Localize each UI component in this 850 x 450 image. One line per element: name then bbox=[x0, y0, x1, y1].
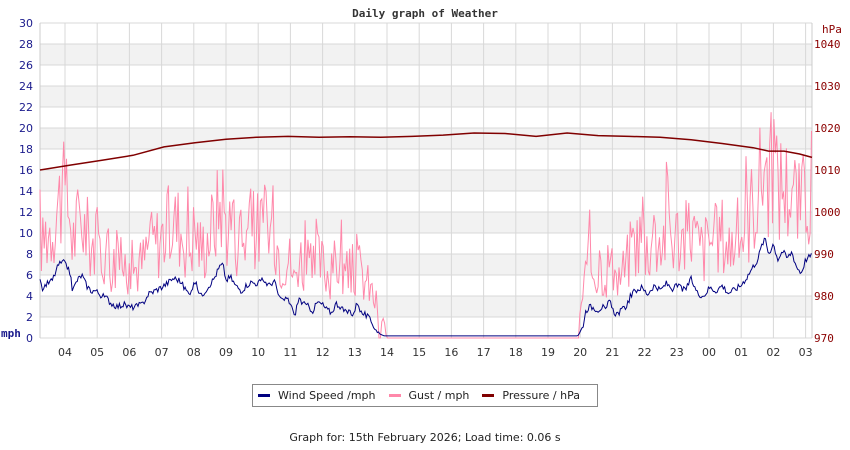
svg-text:07: 07 bbox=[155, 346, 169, 359]
svg-text:1000: 1000 bbox=[814, 206, 841, 219]
legend-item-pressure: Pressure / hPa bbox=[482, 389, 580, 402]
svg-text:26: 26 bbox=[19, 59, 33, 72]
svg-text:4: 4 bbox=[26, 290, 33, 303]
svg-text:02: 02 bbox=[766, 346, 780, 359]
chart-title: Daily graph of Weather bbox=[352, 7, 498, 20]
legend: Wind Speed /mph Gust / mph Pressure / hP… bbox=[252, 384, 598, 407]
right-axis-unit: hPa bbox=[822, 23, 842, 36]
svg-text:19: 19 bbox=[541, 346, 555, 359]
svg-text:09: 09 bbox=[219, 346, 233, 359]
svg-text:12: 12 bbox=[19, 206, 33, 219]
wind-speed-series bbox=[39, 237, 812, 337]
svg-text:15: 15 bbox=[412, 346, 426, 359]
svg-text:18: 18 bbox=[509, 346, 523, 359]
wind-speed-swatch-icon bbox=[258, 394, 270, 397]
svg-text:21: 21 bbox=[605, 346, 619, 359]
svg-text:23: 23 bbox=[670, 346, 684, 359]
legend-item-wind-speed: Wind Speed /mph bbox=[258, 389, 376, 402]
svg-text:1030: 1030 bbox=[814, 80, 841, 93]
legend-label-pressure: Pressure / hPa bbox=[502, 389, 580, 402]
svg-text:22: 22 bbox=[19, 101, 33, 114]
svg-text:01: 01 bbox=[734, 346, 748, 359]
gust-series bbox=[39, 112, 812, 339]
left-axis-unit: mph bbox=[1, 327, 21, 340]
svg-text:16: 16 bbox=[444, 346, 458, 359]
svg-text:980: 980 bbox=[814, 290, 834, 303]
svg-text:22: 22 bbox=[638, 346, 652, 359]
svg-text:24: 24 bbox=[19, 80, 33, 93]
pressure-swatch-icon bbox=[482, 394, 495, 397]
svg-text:10: 10 bbox=[19, 227, 33, 240]
svg-text:1010: 1010 bbox=[814, 164, 841, 177]
svg-text:17: 17 bbox=[477, 346, 491, 359]
svg-text:10: 10 bbox=[251, 346, 265, 359]
svg-text:14: 14 bbox=[380, 346, 394, 359]
svg-text:04: 04 bbox=[58, 346, 72, 359]
pressure-series bbox=[39, 132, 813, 171]
svg-text:14: 14 bbox=[19, 185, 33, 198]
svg-text:08: 08 bbox=[187, 346, 201, 359]
svg-text:00: 00 bbox=[702, 346, 716, 359]
svg-text:03: 03 bbox=[799, 346, 813, 359]
svg-text:990: 990 bbox=[814, 248, 834, 261]
svg-text:16: 16 bbox=[19, 164, 33, 177]
svg-text:20: 20 bbox=[573, 346, 587, 359]
legend-label-wind-speed: Wind Speed /mph bbox=[278, 389, 376, 402]
svg-text:20: 20 bbox=[19, 122, 33, 135]
svg-text:28: 28 bbox=[19, 38, 33, 51]
gust-swatch-icon bbox=[388, 394, 401, 397]
svg-text:2: 2 bbox=[26, 311, 33, 324]
svg-text:0: 0 bbox=[26, 332, 33, 345]
grid bbox=[39, 22, 813, 339]
svg-text:1020: 1020 bbox=[814, 122, 841, 135]
svg-text:6: 6 bbox=[26, 269, 33, 282]
svg-text:18: 18 bbox=[19, 143, 33, 156]
svg-text:06: 06 bbox=[122, 346, 136, 359]
svg-text:13: 13 bbox=[348, 346, 362, 359]
svg-text:970: 970 bbox=[814, 332, 834, 345]
svg-text:11: 11 bbox=[283, 346, 297, 359]
svg-text:12: 12 bbox=[316, 346, 330, 359]
svg-text:30: 30 bbox=[19, 17, 33, 30]
legend-label-gust: Gust / mph bbox=[408, 389, 470, 402]
svg-text:8: 8 bbox=[26, 248, 33, 261]
axes: 0246810121416182022242628309709809901000… bbox=[19, 17, 841, 359]
svg-text:1040: 1040 bbox=[814, 38, 841, 51]
legend-item-gust: Gust / mph bbox=[388, 389, 470, 402]
footer-status: Graph for: 15th February 2026; Load time… bbox=[289, 431, 561, 444]
svg-text:05: 05 bbox=[90, 346, 104, 359]
